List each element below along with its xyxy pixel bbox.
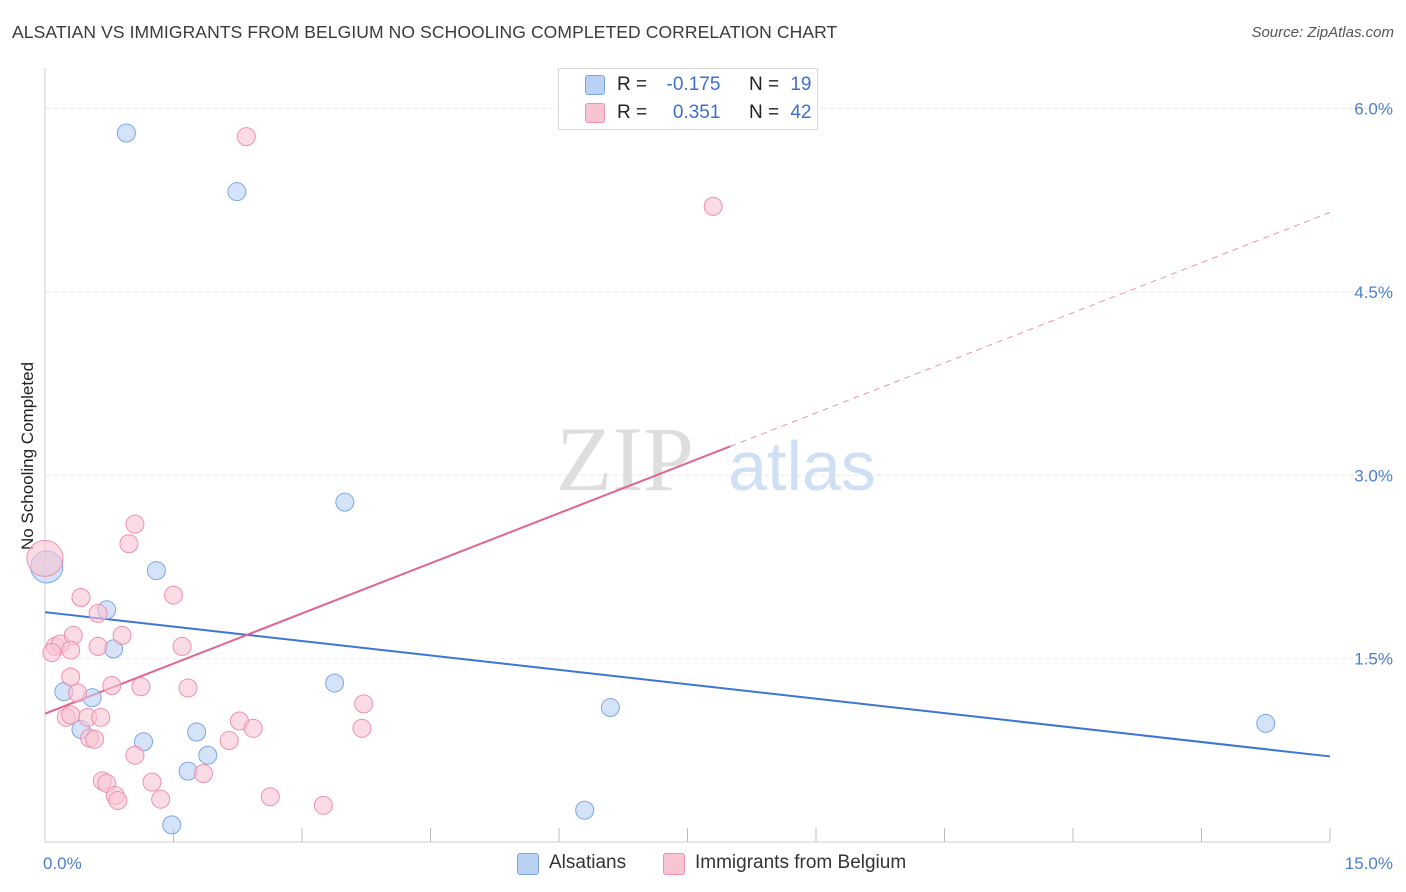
data-point — [119, 534, 139, 554]
r-value: 0.351 — [672, 102, 721, 123]
legend-swatch-blue — [585, 75, 605, 95]
chart-title: ALSATIAN VS IMMIGRANTS FROM BELGIUM NO S… — [12, 22, 838, 42]
data-point — [134, 732, 154, 752]
data-point — [125, 745, 145, 765]
data-point — [88, 636, 108, 656]
n-label: N = — [748, 74, 780, 95]
legend-swatch-pink — [585, 103, 605, 123]
data-point — [575, 800, 595, 820]
watermark-zip: ZIP — [556, 408, 694, 510]
data-point — [198, 745, 218, 765]
data-point — [187, 722, 207, 742]
legend-swatch-pink — [663, 853, 685, 875]
data-point — [325, 673, 345, 693]
data-point — [236, 127, 256, 147]
data-point — [151, 789, 171, 809]
n-value: 19 — [790, 74, 812, 95]
watermark: ZIP atlas — [556, 408, 876, 510]
data-point — [71, 588, 91, 608]
data-point — [260, 787, 280, 807]
legend-label: Immigrants from Belgium — [695, 852, 907, 873]
source-label: Source: ZipAtlas.com — [1251, 24, 1394, 41]
legend-swatch-blue — [517, 853, 539, 875]
r-label: R = — [617, 74, 648, 95]
data-point — [42, 643, 62, 663]
data-point — [108, 790, 128, 810]
r-label: R = — [617, 102, 648, 123]
legend-text: R = -0.175 N = 19 — [617, 74, 811, 96]
data-point — [227, 182, 247, 202]
data-point — [88, 603, 108, 623]
tick-labels: 1.5% 3.0% 4.5% 6.0% 0.0% 15.0% — [43, 100, 1393, 873]
data-point — [352, 718, 372, 738]
data-point — [91, 707, 111, 727]
data-point — [313, 795, 333, 815]
y-tick-label: 6.0% — [1354, 100, 1393, 119]
data-point — [354, 694, 374, 714]
data-point — [219, 731, 239, 751]
data-point — [68, 683, 88, 703]
data-point — [131, 677, 151, 697]
trend-line — [44, 445, 731, 715]
data-point — [600, 698, 620, 718]
data-point — [1256, 713, 1276, 733]
trend-line-extension — [730, 211, 1331, 447]
data-points — [26, 123, 1276, 835]
data-point — [243, 718, 263, 738]
data-point — [146, 561, 166, 581]
gridlines — [45, 108, 1390, 660]
data-point — [172, 636, 192, 656]
data-point — [102, 676, 122, 696]
n-label: N = — [748, 102, 780, 123]
data-point — [142, 772, 162, 792]
data-point — [26, 539, 64, 577]
y-tick-label: 1.5% — [1354, 650, 1393, 669]
data-point — [178, 678, 198, 698]
legend-label: Alsatians — [549, 852, 627, 873]
n-value: 42 — [790, 102, 812, 123]
data-point — [164, 585, 183, 605]
data-point — [193, 764, 213, 784]
data-point — [61, 640, 81, 660]
watermark-atlas: atlas — [728, 427, 876, 505]
data-point — [162, 815, 182, 835]
x-tick-label: 15.0% — [1345, 854, 1393, 873]
data-point — [703, 196, 723, 216]
r-value: -0.175 — [666, 74, 721, 95]
y-tick-label: 4.5% — [1354, 283, 1393, 302]
data-point — [61, 705, 81, 725]
data-point — [61, 667, 81, 687]
data-point — [125, 514, 145, 534]
y-tick-label: 3.0% — [1354, 466, 1393, 485]
data-point — [112, 625, 132, 645]
trend-lines — [44, 211, 1331, 758]
data-point — [85, 729, 105, 749]
correlation-legend: R = -0.175 N = 19 R = 0.351 N = 42 — [558, 68, 818, 130]
x-tick-label: 0.0% — [43, 854, 82, 873]
legend-text: R = 0.351 N = 42 — [617, 102, 811, 124]
data-point — [335, 492, 355, 512]
data-point — [116, 123, 136, 143]
trend-line — [44, 611, 1331, 758]
